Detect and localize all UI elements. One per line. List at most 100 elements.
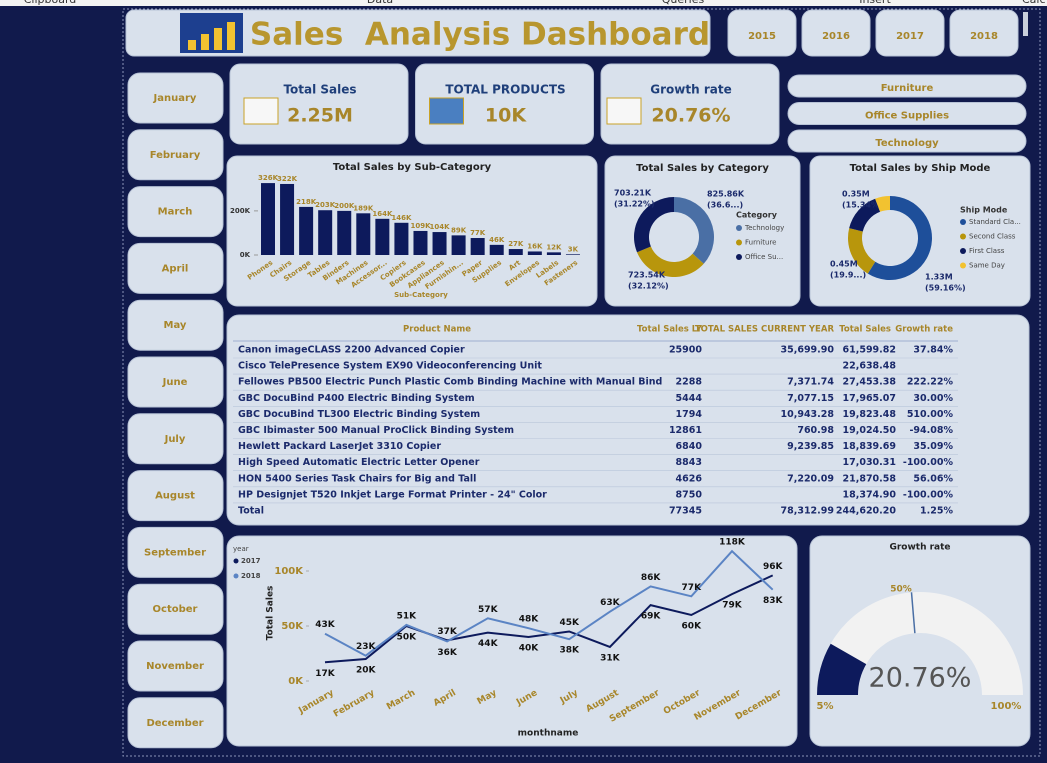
bar-value-label: 326K <box>258 174 279 182</box>
month-button[interactable] <box>127 356 224 408</box>
point-value-label: 40K <box>519 644 540 654</box>
year-label: 2016 <box>822 31 850 42</box>
point-value-label: 23K <box>356 642 377 652</box>
header-title: Sales Analysis Dashboard <box>250 17 710 53</box>
table-header: Total Sales LY <box>637 325 703 335</box>
slice-share-label: (32.12%) <box>628 282 669 291</box>
line-series <box>324 549 774 657</box>
y-tick-label: 0K <box>240 251 251 259</box>
kpi-value: 10K <box>485 105 527 127</box>
point-value-label: 57K <box>478 605 499 615</box>
point-value-label: 69K <box>641 612 662 622</box>
table-cell: 17,965.07 <box>843 393 897 404</box>
kpi-card <box>600 63 780 145</box>
ribbon-label: Data <box>367 0 393 6</box>
y-tick-label: 50K <box>281 621 304 632</box>
slice-share-label: (36.6...) <box>707 201 743 210</box>
point-value-label: 37K <box>437 627 458 637</box>
table-cell: 760.98 <box>797 425 834 436</box>
month-label: March <box>158 207 193 218</box>
table-cell: Fellowes PB500 Electric Punch Plastic Co… <box>238 377 662 388</box>
donut-slice <box>637 246 704 278</box>
month-button[interactable] <box>127 526 224 578</box>
kpi-title: Growth rate <box>650 83 731 97</box>
ribbon-label: Queries <box>662 0 705 6</box>
month-button[interactable] <box>127 640 224 692</box>
month-label: June <box>162 377 188 388</box>
table-cell: 18,839.69 <box>843 441 897 452</box>
point-value-label: 36K <box>437 648 458 658</box>
point-value-label: 60K <box>682 622 703 632</box>
month-button[interactable] <box>127 242 224 294</box>
bar <box>432 232 447 255</box>
slice-share-label: (15.34%) <box>842 201 883 210</box>
year-button[interactable] <box>727 9 797 57</box>
table-header: Growth rate <box>895 325 953 335</box>
ribbon-strip <box>0 0 1047 6</box>
legend-swatch <box>960 262 966 269</box>
month-button[interactable] <box>127 583 224 635</box>
category-button[interactable] <box>787 102 1027 125</box>
month-button[interactable] <box>127 413 224 465</box>
gauge-panel <box>809 535 1031 747</box>
x-axis-label: Sub-Category <box>394 291 448 299</box>
legend-label: 2017 <box>241 557 261 565</box>
point-value-label: 38K <box>559 646 580 656</box>
table-total-cell: 244,620.20 <box>836 506 896 517</box>
kpi-value: 20.76% <box>651 105 730 127</box>
table-cell: High Speed Automatic Electric Letter Ope… <box>238 457 480 468</box>
point-value-label: 77K <box>682 583 703 593</box>
month-label: July <box>164 434 186 445</box>
table-cell: Canon imageCLASS 2200 Advanced Copier <box>238 345 465 356</box>
year-label: 2017 <box>896 31 924 42</box>
bar-value-label: 164K <box>372 210 393 218</box>
point-value-label: 118K <box>719 538 746 548</box>
category-label: Office Supplies <box>865 111 949 122</box>
table-cell: 35.09% <box>913 441 953 452</box>
month-button[interactable] <box>127 470 224 522</box>
legend-label: Standard Cla... <box>969 218 1021 226</box>
table-total-cell: 78,312.99 <box>781 506 835 517</box>
month-button[interactable] <box>127 299 224 351</box>
year-button[interactable] <box>801 9 871 57</box>
point-value-label: 79K <box>722 601 743 611</box>
bar <box>565 254 580 255</box>
month-button[interactable] <box>127 129 224 181</box>
donut-slice <box>849 198 881 232</box>
bar <box>413 230 428 255</box>
year-label: 2018 <box>970 31 998 42</box>
year-button[interactable] <box>949 9 1019 57</box>
point-value-label: 83K <box>763 596 784 606</box>
table-cell: 222.22% <box>907 377 954 388</box>
table-cell: 19,823.48 <box>843 409 897 420</box>
bar-value-label: 3K <box>568 245 579 253</box>
legend-swatch <box>736 239 742 246</box>
table-cell: GBC DocuBind P400 Electric Binding Syste… <box>238 393 475 404</box>
month-button[interactable] <box>127 697 224 749</box>
year-button[interactable] <box>875 9 945 57</box>
table-cell: 8843 <box>676 457 702 468</box>
table-cell: HP Designjet T520 Inkjet Large Format Pr… <box>238 489 547 500</box>
table-cell: 22,638.48 <box>843 361 897 372</box>
month-button[interactable] <box>127 72 224 124</box>
table-cell: -100.00% <box>903 457 954 468</box>
point-value-label: 50K <box>397 633 418 643</box>
gauge-min-label: 5% <box>817 701 834 712</box>
bar <box>337 210 352 255</box>
category-button[interactable] <box>787 74 1027 98</box>
y-tick-label: 0K <box>288 676 304 687</box>
point-value-label: 45K <box>559 618 580 628</box>
table-cell: 5444 <box>676 393 703 404</box>
table-cell: GBC Ibimaster 500 Manual ProClick Bindin… <box>238 425 514 436</box>
category-label: Technology <box>875 138 939 149</box>
month-button[interactable] <box>127 186 224 238</box>
kpi-icon <box>429 97 464 125</box>
donut-slice <box>867 196 933 280</box>
table-cell: 27,453.38 <box>843 377 897 388</box>
slice-value-label: 703.21K <box>614 189 652 198</box>
category-button[interactable] <box>787 129 1027 153</box>
bar-value-label: 218K <box>296 198 317 206</box>
bar-value-label: 146K <box>391 214 412 222</box>
bar-value-label: 104K <box>430 223 451 231</box>
category-label: Furniture <box>881 83 934 94</box>
